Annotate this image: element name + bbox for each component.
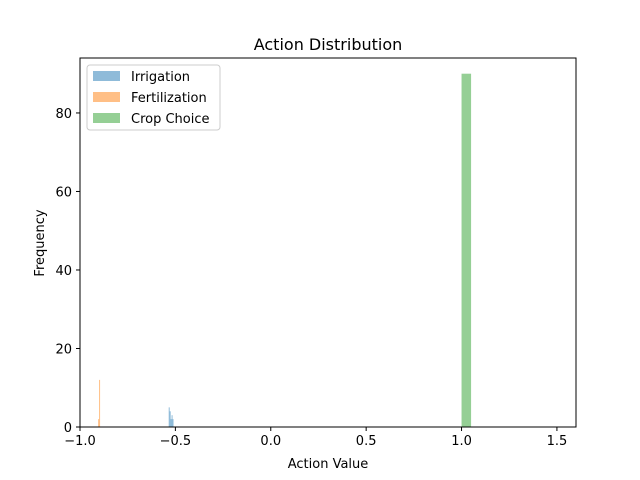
x-axis-label: Action Value xyxy=(288,457,369,472)
x-tick-label: 0.5 xyxy=(356,434,377,449)
y-tick-label: 60 xyxy=(55,185,72,200)
histogram-bar xyxy=(168,407,170,427)
x-axis-ticks: −1.0 −0.5 0.0 0.5 1.0 1.5 xyxy=(64,427,567,449)
legend-swatch xyxy=(93,71,120,81)
x-tick-label: 1.5 xyxy=(547,434,568,449)
histogram-bar xyxy=(98,419,100,427)
legend-label: Crop Choice xyxy=(131,112,210,127)
chart-title: Action Distribution xyxy=(254,35,403,54)
histogram-bar xyxy=(170,419,172,427)
y-axis-label: Frequency xyxy=(33,209,48,276)
legend-swatch xyxy=(93,92,120,102)
histogram-bar xyxy=(461,73,472,428)
histogram-bar xyxy=(171,415,173,427)
legend: Irrigation Fertilization Crop Choice xyxy=(86,64,221,131)
x-tick-label: 0.0 xyxy=(260,434,281,449)
legend-label: Irrigation xyxy=(131,70,190,85)
legend-frame xyxy=(86,64,221,131)
x-tick-label: −0.5 xyxy=(160,434,192,449)
y-tick-label: 40 xyxy=(55,264,72,279)
bars-layer xyxy=(98,73,472,428)
y-axis-ticks: 0 20 40 60 80 xyxy=(55,107,80,436)
y-tick-label: 80 xyxy=(55,107,72,122)
legend-swatch xyxy=(93,113,120,123)
y-tick-label: 0 xyxy=(64,421,72,436)
histogram-bar xyxy=(169,411,171,427)
x-tick-label: −1.0 xyxy=(64,434,96,449)
legend-label: Fertilization xyxy=(131,91,207,106)
plot-frame xyxy=(79,57,577,428)
histogram-bar xyxy=(99,379,101,427)
x-tick-label: 1.0 xyxy=(451,434,472,449)
y-tick-label: 20 xyxy=(55,342,72,357)
histogram-bar xyxy=(172,419,174,427)
